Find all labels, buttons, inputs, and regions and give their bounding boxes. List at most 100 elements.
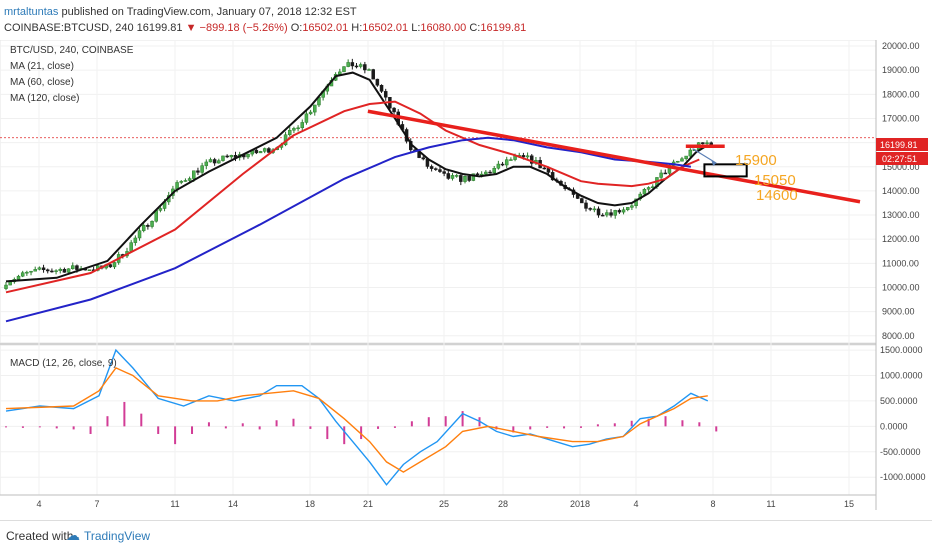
candle-body[interactable]: [484, 171, 488, 175]
candle-body[interactable]: [141, 225, 146, 231]
candle-body[interactable]: [342, 66, 346, 73]
candle-body[interactable]: [287, 129, 292, 136]
legend-ma21[interactable]: MA (21, close): [10, 61, 74, 72]
candle-body[interactable]: [258, 151, 263, 154]
candle-body[interactable]: [596, 208, 601, 216]
candle-body[interactable]: [617, 210, 622, 213]
candle-body[interactable]: [530, 155, 534, 164]
candle-body[interactable]: [354, 65, 359, 68]
candle-body[interactable]: [308, 111, 313, 115]
candle-body[interactable]: [500, 163, 505, 166]
candle-body[interactable]: [680, 158, 684, 162]
candle-body[interactable]: [659, 172, 663, 178]
candle-body[interactable]: [304, 113, 309, 123]
candle-body[interactable]: [496, 163, 501, 169]
candle-body[interactable]: [592, 208, 597, 211]
candle-body[interactable]: [450, 175, 455, 179]
candle-body[interactable]: [605, 212, 609, 216]
candle-body[interactable]: [467, 176, 471, 181]
candle-body[interactable]: [429, 166, 434, 169]
candle-body[interactable]: [150, 220, 154, 227]
candle-body[interactable]: [292, 128, 296, 131]
legend-ma60[interactable]: MA (60, close): [10, 77, 74, 88]
macd-pane[interactable]: [5, 348, 718, 486]
candle-body[interactable]: [208, 159, 213, 163]
candle-body[interactable]: [146, 225, 150, 227]
candle-body[interactable]: [262, 148, 267, 152]
candle-body[interactable]: [509, 159, 513, 161]
chart-svg[interactable]: 8000.00 9000.00 10000.00 11000.00 12000.00 13…: [0, 39, 932, 520]
price-pane[interactable]: [0, 58, 876, 323]
candle-body[interactable]: [8, 281, 12, 286]
candle-body[interactable]: [75, 265, 79, 270]
candle-body[interactable]: [16, 275, 21, 280]
candle-body[interactable]: [525, 155, 530, 158]
candle-body[interactable]: [217, 160, 221, 164]
candle-body[interactable]: [204, 161, 209, 166]
candle-body[interactable]: [58, 268, 62, 271]
candle-body[interactable]: [62, 268, 67, 273]
candle-body[interactable]: [296, 127, 300, 130]
candle-body[interactable]: [112, 262, 117, 268]
ma21-line[interactable]: [5, 71, 709, 283]
candle-body[interactable]: [446, 173, 451, 179]
candle-body[interactable]: [375, 78, 380, 86]
candle-body[interactable]: [471, 173, 476, 181]
candle-body[interactable]: [625, 207, 630, 210]
candle-body[interactable]: [183, 180, 188, 182]
candle-body[interactable]: [646, 187, 651, 190]
candle-body[interactable]: [383, 91, 388, 98]
candle-body[interactable]: [684, 155, 688, 159]
candle-body[interactable]: [196, 170, 200, 173]
candle-body[interactable]: [663, 172, 668, 175]
candle-body[interactable]: [20, 272, 25, 277]
candle-body[interactable]: [212, 159, 217, 164]
candle-body[interactable]: [442, 171, 446, 174]
candle-body[interactable]: [546, 168, 551, 173]
resistance-trendline[interactable]: [367, 109, 861, 204]
author-link[interactable]: mrtaltuntas: [4, 6, 59, 18]
candle-body[interactable]: [225, 155, 229, 158]
candle-body[interactable]: [4, 284, 8, 289]
candle-body[interactable]: [392, 107, 396, 113]
candle-body[interactable]: [358, 64, 363, 67]
candle-body[interactable]: [25, 271, 29, 274]
candle-body[interactable]: [630, 205, 634, 208]
target-box[interactable]: [703, 163, 748, 178]
macd-legend[interactable]: MACD (12, 26, close, 9): [10, 358, 117, 369]
candle-body[interactable]: [701, 142, 705, 144]
candle-body[interactable]: [37, 267, 42, 270]
candle-body[interactable]: [421, 157, 426, 160]
candle-body[interactable]: [600, 214, 605, 217]
candle-body[interactable]: [609, 212, 613, 216]
candle-body[interactable]: [379, 84, 384, 92]
candle-body[interactable]: [41, 267, 46, 271]
candle-body[interactable]: [137, 230, 142, 239]
candle-body[interactable]: [463, 176, 467, 182]
candle-body[interactable]: [33, 269, 37, 272]
candle-body[interactable]: [108, 264, 113, 268]
candle-body[interactable]: [313, 104, 317, 113]
signal-line[interactable]: [5, 367, 708, 473]
candle-body[interactable]: [521, 155, 526, 158]
candle-body[interactable]: [133, 237, 138, 243]
candle-body[interactable]: [254, 149, 259, 154]
candle-body[interactable]: [179, 181, 184, 183]
candle-body[interactable]: [642, 189, 647, 195]
candle-body[interactable]: [588, 208, 592, 210]
candle-body[interactable]: [71, 265, 75, 269]
candle-body[interactable]: [488, 171, 492, 174]
candle-body[interactable]: [246, 153, 250, 158]
candle-body[interactable]: [454, 175, 459, 177]
candle-body[interactable]: [229, 155, 234, 158]
candle-body[interactable]: [350, 62, 355, 67]
candle-body[interactable]: [175, 182, 179, 190]
legend-ma120[interactable]: MA (120, close): [10, 93, 79, 104]
chart-area[interactable]: 8000.00 9000.00 10000.00 11000.00 12000.00 13…: [0, 39, 932, 520]
candle-body[interactable]: [87, 269, 92, 271]
candle-body[interactable]: [45, 269, 50, 272]
candle-body[interactable]: [29, 270, 33, 273]
candle-body[interactable]: [438, 169, 442, 172]
candle-body[interactable]: [221, 155, 225, 161]
candle-body[interactable]: [300, 122, 305, 129]
